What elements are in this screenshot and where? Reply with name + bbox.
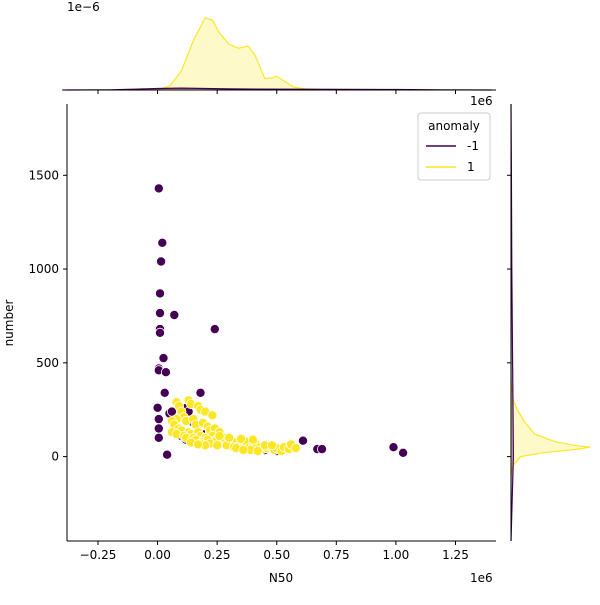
scatter-point-anomaly [153, 423, 164, 434]
scatter-point-normal [207, 410, 218, 421]
scatter-point-anomaly [316, 444, 327, 455]
scatter-point-anomaly [162, 449, 173, 460]
scatter-point-anomaly [388, 442, 399, 453]
x-tick-label: 0.50 [263, 548, 290, 562]
marginal-y-offset-text: 1e6 [470, 94, 493, 108]
scatter-point-normal [266, 440, 277, 451]
marginal-x-kde-fill-1 [133, 17, 349, 90]
y-tick-label: 1000 [28, 262, 59, 276]
legend: anomaly -1 1 [417, 112, 491, 181]
x-tick-label: −0.25 [80, 548, 117, 562]
x-tick-label: 0.25 [204, 548, 231, 562]
x-tick-label: 1.25 [442, 548, 469, 562]
marginal-x-offset-text: 1e−6 [67, 0, 100, 14]
x-tick-label: 1.00 [383, 548, 410, 562]
scatter-point-anomaly [159, 387, 170, 398]
x-tick-label: 0.00 [144, 548, 171, 562]
scatter-point-normal [214, 430, 225, 441]
scatter-points [152, 183, 409, 460]
scatter-point-anomaly [158, 353, 169, 364]
scatter-point-normal [224, 432, 235, 443]
marginal-y-kde-line-1 [510, 381, 591, 476]
scatter-point-anomaly [153, 432, 164, 443]
scatter-point-anomaly [152, 402, 163, 413]
scatter-point-normal [252, 445, 263, 456]
scatter-point-anomaly [153, 183, 164, 194]
scatter-point-normal [212, 440, 223, 451]
scatter-point-anomaly [154, 308, 165, 319]
marginal-y-kde-fill-1 [511, 381, 590, 476]
x-tick-label: 0.75 [323, 548, 350, 562]
scatter-point-normal [235, 433, 246, 444]
scatter-point-anomaly [160, 367, 171, 378]
scatter-point-normal [238, 444, 249, 455]
scatter-point-anomaly [209, 324, 220, 335]
scatter-point-anomaly [195, 387, 206, 398]
scatter-point-normal [247, 434, 258, 445]
tick-labels: −0.25 0.00 0.25 0.50 0.75 1.00 1.25 0 500 1000 150… [28, 90, 511, 562]
marginal-x-kde-line-1 [133, 17, 349, 91]
scatter-point-anomaly [169, 309, 180, 320]
scatter-point-anomaly [157, 237, 168, 248]
marginal-y-kde [510, 103, 591, 542]
y-axis-label: number [2, 300, 16, 347]
scatter-point-normal [193, 439, 204, 450]
x-axis-label: N50 [269, 571, 293, 585]
legend-label-anomaly: -1 [467, 139, 479, 153]
y-tick-label: 500 [36, 356, 59, 370]
scatter-point-anomaly [297, 435, 308, 446]
scatter-point-anomaly [153, 414, 164, 425]
scatter-point-anomaly [154, 327, 165, 338]
scatter-point-anomaly [398, 447, 409, 458]
main-axes [66, 89, 512, 542]
legend-title: anomaly [428, 119, 480, 133]
scatter-point-anomaly [154, 288, 165, 299]
scatter-point-normal [290, 443, 301, 454]
legend-label-normal: 1 [467, 160, 475, 174]
scatter-point-anomaly [156, 256, 167, 267]
y-tick-label: 1500 [28, 168, 59, 182]
x-offset-text: 1e6 [470, 571, 493, 585]
y-tick-label: 0 [51, 450, 59, 464]
marginal-x-kde [62, 17, 492, 91]
